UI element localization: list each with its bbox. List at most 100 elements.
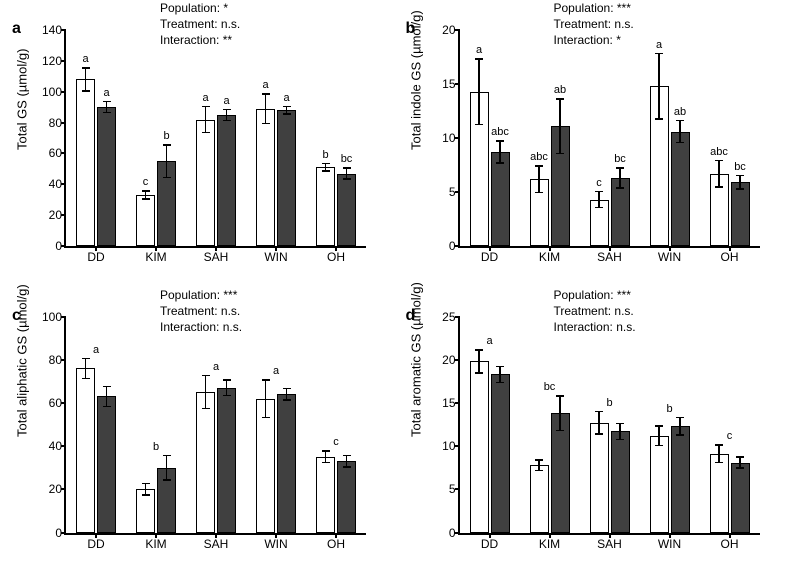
error-bar (559, 395, 561, 431)
bar-white (136, 489, 155, 532)
error-bar (619, 167, 621, 189)
bar-white (76, 368, 95, 532)
xtick (609, 533, 611, 538)
significance-letter: b (606, 397, 612, 409)
bar-dark (97, 396, 116, 532)
bar-white (196, 120, 215, 247)
significance-letter: abc (530, 151, 548, 163)
error-bar (478, 349, 480, 373)
error-bar (325, 163, 327, 172)
significance-letter: b (163, 130, 169, 142)
ytick (455, 532, 460, 534)
y-axis-label: Total indole GS (µmol/g) (408, 126, 423, 150)
xtick (155, 533, 157, 538)
xtick (275, 246, 277, 251)
error-bar (499, 366, 501, 383)
ytick (61, 316, 66, 318)
error-bar (205, 106, 207, 134)
significance-letter: a (656, 39, 662, 51)
panel-a: aTotal GS (µmol/g)Population: *Treatment… (0, 0, 394, 287)
error-bar (106, 386, 108, 408)
bar-dark (491, 152, 510, 246)
significance-letter: a (262, 79, 268, 91)
error-bar (205, 375, 207, 410)
error-bar (226, 379, 228, 396)
error-bar (559, 98, 561, 154)
error-bar (679, 120, 681, 144)
panel-b: bTotal indole GS (µmol/g)Population: ***… (394, 0, 787, 287)
error-bar (106, 101, 108, 113)
bar-white (76, 79, 95, 246)
significance-letter: abc (710, 146, 728, 158)
significance-letter: bc (544, 381, 556, 393)
ytick (455, 445, 460, 447)
ytick (61, 214, 66, 216)
significance-letter: c (333, 436, 339, 448)
ytick (61, 245, 66, 247)
bar-dark (337, 461, 356, 532)
significance-letter: abc (491, 126, 509, 138)
bar-dark (97, 107, 116, 246)
error-bar (598, 191, 600, 208)
xtick (609, 246, 611, 251)
bar-dark (491, 374, 510, 532)
error-bar (739, 456, 741, 468)
ytick (61, 488, 66, 490)
ytick (455, 359, 460, 361)
error-bar (265, 93, 267, 124)
error-bar (286, 388, 288, 401)
xtick (729, 246, 731, 251)
significance-letter: a (476, 44, 482, 56)
significance-letter: a (82, 53, 88, 65)
significance-letter: bc (734, 161, 746, 173)
ytick (455, 191, 460, 193)
error-bar (658, 53, 660, 120)
ytick (61, 359, 66, 361)
xtick (489, 533, 491, 538)
significance-letter: a (283, 92, 289, 104)
error-bar (598, 411, 600, 435)
bar-dark (277, 110, 296, 246)
ytick (455, 245, 460, 247)
y-axis-label: Total aliphatic GS (µmol/g) (15, 413, 30, 437)
ytick (455, 488, 460, 490)
error-bar (325, 450, 327, 463)
bar-white (470, 361, 489, 532)
xtick (275, 533, 277, 538)
bar-white (196, 392, 215, 532)
error-bar (499, 140, 501, 164)
bar-white (590, 423, 609, 533)
bar-white (256, 109, 275, 246)
y-axis-label: Total aromatic GS (µmol/g) (408, 413, 423, 437)
plot-area: 05101520DDKIMSAHWINOHaabcabcabcbcaababcb… (458, 30, 760, 248)
significance-letter: c (596, 177, 602, 189)
bar-dark (731, 182, 750, 246)
error-bar (85, 67, 87, 92)
error-bar (286, 106, 288, 115)
error-bar (739, 175, 741, 190)
bar-white (316, 167, 335, 246)
ytick (455, 402, 460, 404)
ytick (61, 402, 66, 404)
significance-letter: b (153, 441, 159, 453)
error-bar (658, 425, 660, 446)
error-bar (346, 455, 348, 468)
error-bar (145, 483, 147, 496)
error-bar (166, 144, 168, 178)
xtick (729, 533, 731, 538)
xtick (95, 533, 97, 538)
error-bar (538, 459, 540, 471)
significance-letter: bc (341, 153, 353, 165)
error-bar (166, 455, 168, 481)
error-bar (718, 160, 720, 188)
bar-dark (337, 174, 356, 247)
significance-letter: a (273, 365, 279, 377)
error-bar (538, 165, 540, 193)
ytick (61, 91, 66, 93)
significance-letter: a (93, 344, 99, 356)
panel-letter: a (12, 20, 21, 38)
significance-letter: a (103, 87, 109, 99)
xtick (215, 246, 217, 251)
significance-letter: a (223, 95, 229, 107)
ytick (61, 60, 66, 62)
